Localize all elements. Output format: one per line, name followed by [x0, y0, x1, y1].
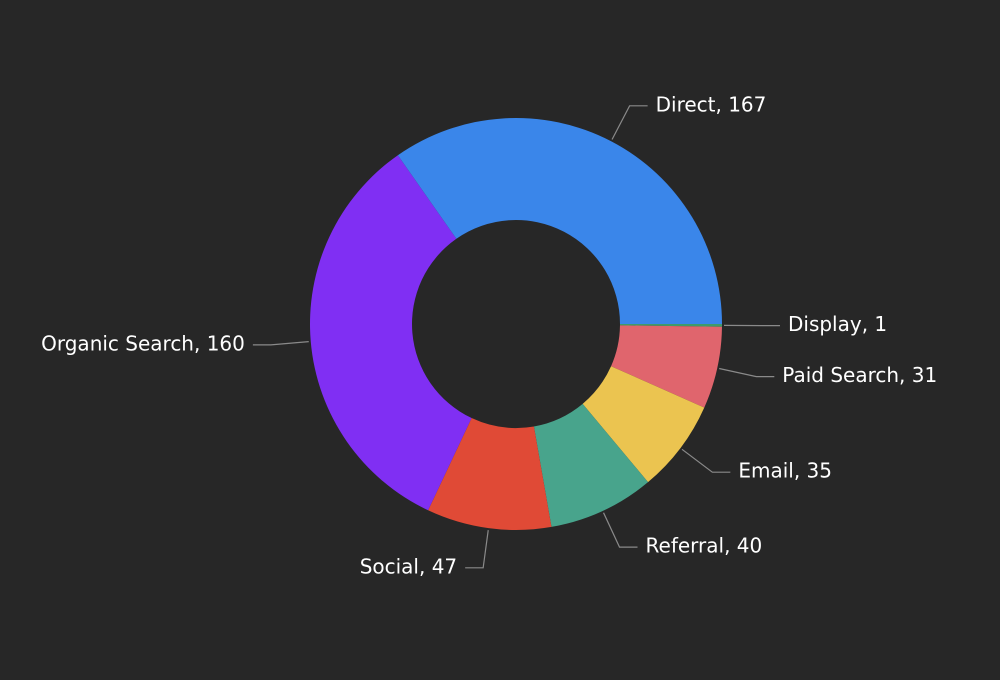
- leader-line-paid-search: [719, 367, 775, 378]
- slice-direct[interactable]: [397, 117, 722, 324]
- slice-referral[interactable]: [533, 403, 649, 527]
- slice-label-organic-search: Organic Search, 160: [41, 331, 245, 355]
- slices-group: [310, 117, 722, 531]
- leader-line-organic-search: [252, 341, 309, 346]
- leader-line-email: [681, 448, 731, 473]
- leader-line-referral: [602, 512, 638, 548]
- leader-line-social: [465, 530, 489, 569]
- slice-paid-search[interactable]: [611, 325, 722, 408]
- slice-label-email: Email, 35: [738, 459, 832, 483]
- slice-label-paid-search: Paid Search, 31: [782, 363, 937, 387]
- slice-display[interactable]: [619, 324, 722, 327]
- slice-email[interactable]: [582, 366, 705, 483]
- slice-organic-search[interactable]: [310, 155, 472, 511]
- slice-label-display: Display, 1: [788, 312, 887, 336]
- slice-label-social: Social, 47: [360, 554, 457, 578]
- labels-group: Display, 1 Paid Search, 31 Email, 35 Referr…: [41, 92, 937, 578]
- slice-social[interactable]: [428, 418, 552, 531]
- slice-label-referral: Referral, 40: [646, 534, 763, 558]
- leader-lines-group: [252, 105, 780, 569]
- slice-label-direct: Direct, 167: [656, 92, 767, 116]
- leader-line-direct: [611, 105, 648, 140]
